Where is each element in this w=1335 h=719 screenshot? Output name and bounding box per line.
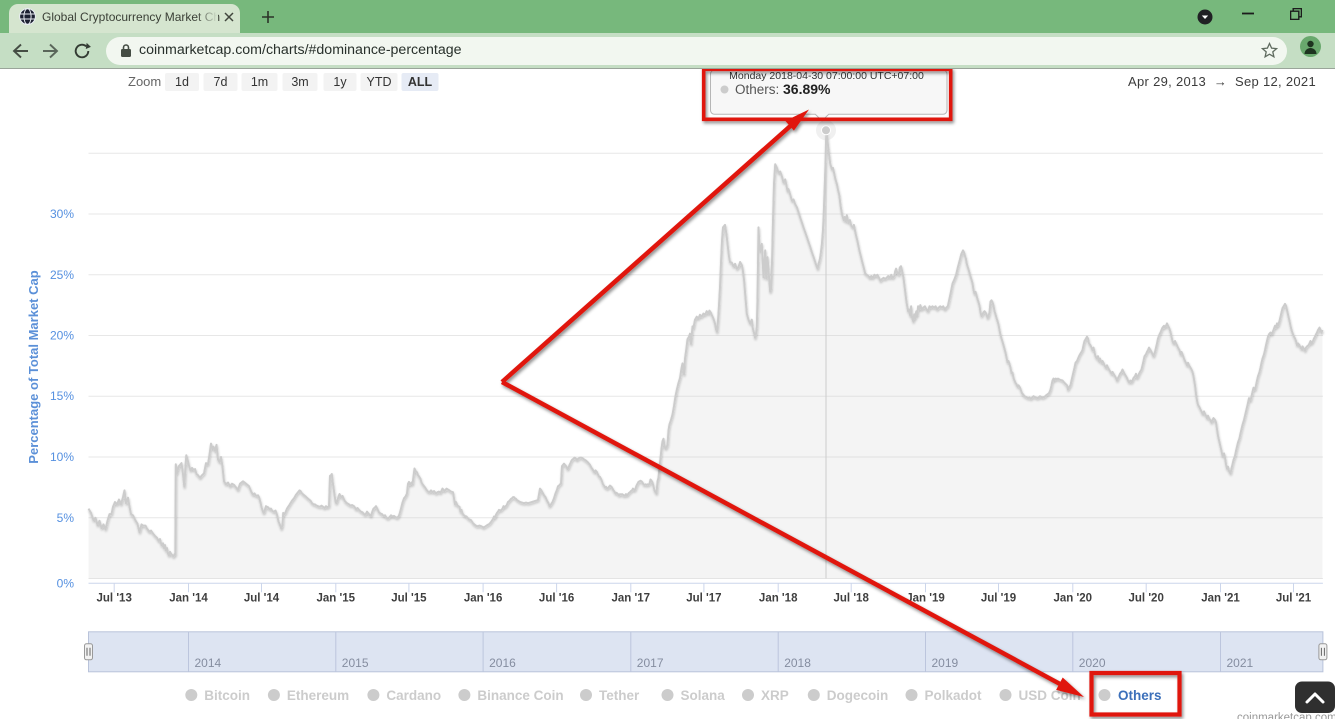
svg-text:25%: 25% [50,268,74,282]
svg-text:2020: 2020 [1079,656,1106,670]
svg-text:Solana: Solana [681,688,726,703]
svg-text:Jan '16: Jan '16 [464,593,503,605]
svg-text:XRP: XRP [761,688,789,703]
svg-text:10%: 10% [50,450,74,464]
svg-text:Jul '16: Jul '16 [539,593,574,605]
svg-text:Others: Others [1118,688,1162,703]
svg-text:Others: 36.89%: Others: 36.89% [735,81,831,97]
svg-text:Ethereum: Ethereum [287,688,349,703]
svg-text:Jan '21: Jan '21 [1201,593,1240,605]
svg-text:Jan '15: Jan '15 [317,593,356,605]
svg-text:15%: 15% [50,389,74,403]
svg-text:Zoom: Zoom [128,74,161,89]
svg-text:Jul '14: Jul '14 [244,593,280,605]
svg-text:YTD: YTD [367,75,392,89]
svg-text:Percentage of Total Market Cap: Percentage of Total Market Cap [26,270,41,463]
svg-text:0%: 0% [57,577,75,591]
svg-text:1d: 1d [175,75,189,89]
svg-text:Apr 29, 2013 → Sep 12, 2021: Apr 29, 2013 → Sep 12, 2021 [1128,74,1316,89]
svg-text:2019: 2019 [932,656,959,670]
svg-text:Jan '17: Jan '17 [612,593,651,605]
svg-text:Bitcoin: Bitcoin [204,688,250,703]
svg-text:Jan '14: Jan '14 [169,593,208,605]
svg-text:2015: 2015 [342,656,369,670]
svg-text:Jan '18: Jan '18 [759,593,798,605]
svg-text:Jan '20: Jan '20 [1054,593,1093,605]
svg-text:Jul '15: Jul '15 [391,593,427,605]
svg-text:Jul '21: Jul '21 [1276,593,1312,605]
svg-text:Tether: Tether [599,688,640,703]
svg-text:30%: 30% [50,207,74,221]
svg-text:Polkadot: Polkadot [925,688,983,703]
svg-text:2018: 2018 [784,656,811,670]
svg-text:Jul '20: Jul '20 [1129,593,1164,605]
svg-text:Binance Coin: Binance Coin [477,688,563,703]
svg-text:Jan '19: Jan '19 [906,593,945,605]
svg-text:Cardano: Cardano [386,688,441,703]
svg-text:7d: 7d [214,75,228,89]
svg-text:Jul '13: Jul '13 [97,593,132,605]
svg-text:1m: 1m [251,75,268,89]
svg-text:Jul '19: Jul '19 [981,593,1016,605]
svg-text:Jul '17: Jul '17 [686,593,721,605]
svg-text:Jul '18: Jul '18 [834,593,870,605]
svg-text:3m: 3m [291,75,308,89]
svg-text:2014: 2014 [195,656,222,670]
svg-text:20%: 20% [50,329,74,343]
svg-text:5%: 5% [57,511,75,525]
svg-text:Dogecoin: Dogecoin [827,688,889,703]
svg-text:2021: 2021 [1227,656,1254,670]
svg-text:ALL: ALL [408,75,433,89]
svg-text:2016: 2016 [489,656,516,670]
svg-text:1y: 1y [333,75,347,89]
svg-text:coinmarketcap.com: coinmarketcap.com [1237,712,1335,719]
svg-text:2017: 2017 [637,656,664,670]
svg-text:Monday 2018-04-30 07:00:00 UTC: Monday 2018-04-30 07:00:00 UTC+07:00 [729,70,924,82]
